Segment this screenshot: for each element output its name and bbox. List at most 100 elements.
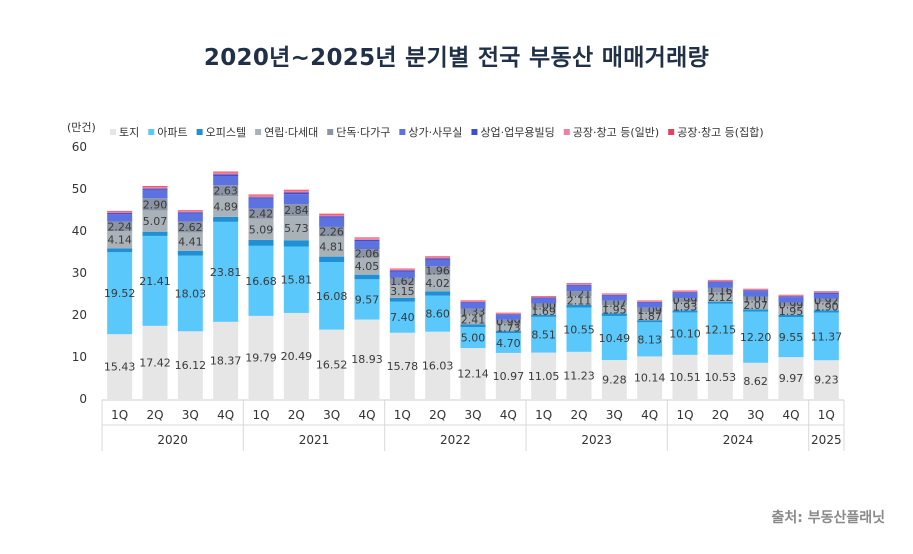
- bar-segment: [425, 266, 451, 275]
- bar-segment: [460, 300, 486, 301]
- data-label: 2.63: [213, 185, 238, 198]
- bar-segment: [354, 239, 380, 242]
- bar-segment: [354, 249, 380, 258]
- legend-swatch: [327, 129, 334, 135]
- bar-segment: [319, 262, 345, 330]
- bar-segment: [778, 297, 804, 303]
- bar-segment: [460, 302, 486, 309]
- y-tick-label: 60: [72, 140, 87, 154]
- bar-segment: [213, 321, 239, 399]
- data-label: 4.05: [355, 260, 380, 273]
- bar-segment: [213, 221, 239, 322]
- data-label: 19.79: [245, 351, 277, 364]
- bar-segment: [601, 315, 627, 361]
- bar-segment: [107, 221, 133, 232]
- bar-segment: [283, 246, 309, 313]
- bar-segment: [672, 312, 698, 355]
- data-label: 1.95: [602, 303, 627, 316]
- bar-segment: [425, 256, 451, 257]
- data-label: 2.07: [743, 299, 768, 312]
- bar-segment: [460, 324, 486, 328]
- bar-segment: [283, 204, 309, 217]
- data-label: 2.90: [143, 198, 168, 211]
- bar-segment: [107, 334, 133, 399]
- bar-segment: [495, 313, 521, 315]
- bar-segment: [213, 185, 239, 197]
- data-label: 11.37: [811, 330, 843, 343]
- bar-segment: [707, 354, 733, 399]
- bar-segment: [177, 221, 203, 233]
- x-tick-label: 3Q: [606, 408, 623, 422]
- bar-segment: [319, 226, 345, 237]
- bar-segment: [813, 298, 839, 303]
- bar-segment: [707, 287, 733, 293]
- x-tick-label: 2Q: [429, 408, 446, 422]
- bar-segment: [601, 313, 627, 316]
- bar-segment: [177, 213, 203, 222]
- legend-label: 토지: [119, 126, 139, 139]
- legend-label: 상업·업무용빌딩: [480, 126, 554, 139]
- x-tick-label: 4Q: [217, 408, 234, 422]
- bar-segment: [531, 316, 557, 353]
- bar-segment: [495, 315, 521, 320]
- legend-swatch: [668, 129, 675, 135]
- bar-segment: [566, 305, 592, 308]
- x-tick-label: 4Q: [358, 408, 375, 422]
- data-label: 11.23: [563, 369, 595, 382]
- bar-segment: [389, 269, 415, 271]
- legend-label: 오피스텔: [206, 126, 246, 139]
- y-tick-label: 10: [72, 350, 87, 364]
- bar-segment: [354, 279, 380, 320]
- bar-segment: [672, 292, 698, 294]
- x-tick-label: 1Q: [394, 408, 411, 422]
- bar-segment: [566, 307, 592, 352]
- bar-segment: [142, 186, 168, 187]
- data-label: 9.28: [602, 374, 627, 387]
- bar-segment: [601, 294, 627, 296]
- x-tick-label: 2Q: [570, 408, 587, 422]
- bar-segment: [283, 194, 309, 205]
- bar-segment: [495, 331, 521, 334]
- bar-segment: [495, 352, 521, 399]
- year-group-label: 2022: [440, 433, 471, 447]
- bar-segment: [460, 327, 486, 349]
- bar-segment: [566, 284, 592, 286]
- bar-segment: [566, 351, 592, 399]
- data-label: 9.57: [355, 293, 380, 306]
- bar-segment: [107, 214, 133, 222]
- bar-segment: [778, 296, 804, 298]
- data-label: 8.13: [637, 333, 662, 346]
- bar-segment: [389, 277, 415, 285]
- bar-segment: [778, 306, 804, 315]
- bar-segment: [743, 309, 769, 312]
- bar-segment: [495, 323, 521, 332]
- data-label: 10.55: [563, 324, 595, 337]
- data-label: 19.52: [104, 287, 135, 300]
- data-label: 2.41: [461, 313, 486, 326]
- bar-segment: [354, 274, 380, 280]
- data-label: 2.62: [178, 221, 203, 234]
- bar-segment: [425, 258, 451, 260]
- bar-segment: [531, 352, 557, 399]
- bar-segment: [319, 236, 345, 257]
- data-label: 4.89: [213, 201, 238, 214]
- data-label: 4.70: [496, 337, 521, 350]
- x-tick-label: 4Q: [782, 408, 799, 422]
- bar-segment: [248, 195, 274, 198]
- bar-segment: [813, 360, 839, 399]
- bar-segment: [601, 360, 627, 399]
- data-label: 1.93: [673, 300, 698, 313]
- data-label: 12.14: [457, 368, 489, 381]
- x-tick-label: 4Q: [500, 408, 517, 422]
- legend-label: 단독·다가구: [336, 126, 390, 139]
- data-label: 11.05: [528, 370, 560, 383]
- data-label: 2.11: [567, 295, 592, 308]
- y-tick-label: 40: [72, 224, 87, 238]
- data-label: 7.40: [390, 311, 415, 324]
- data-label: 2.06: [355, 247, 380, 260]
- data-label: 4.81: [319, 241, 344, 254]
- bar-segment: [319, 256, 345, 263]
- data-label: 16.12: [175, 359, 207, 372]
- bar-segment: [460, 302, 486, 303]
- bar-segment: [637, 301, 663, 303]
